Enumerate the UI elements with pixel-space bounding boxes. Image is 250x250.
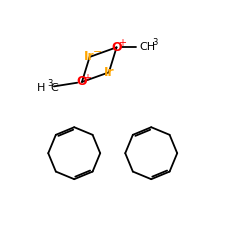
Text: 3: 3 [152, 38, 158, 47]
Text: +: + [83, 73, 91, 83]
Text: C: C [50, 83, 58, 93]
Text: Ir: Ir [104, 66, 114, 79]
Text: −: − [93, 47, 102, 57]
Text: Ir: Ir [84, 50, 95, 64]
Text: O: O [76, 76, 87, 88]
Text: CH: CH [140, 42, 156, 52]
Text: 3: 3 [47, 79, 53, 88]
Text: O: O [111, 41, 122, 54]
Text: H: H [37, 83, 45, 93]
Text: +: + [118, 38, 126, 48]
